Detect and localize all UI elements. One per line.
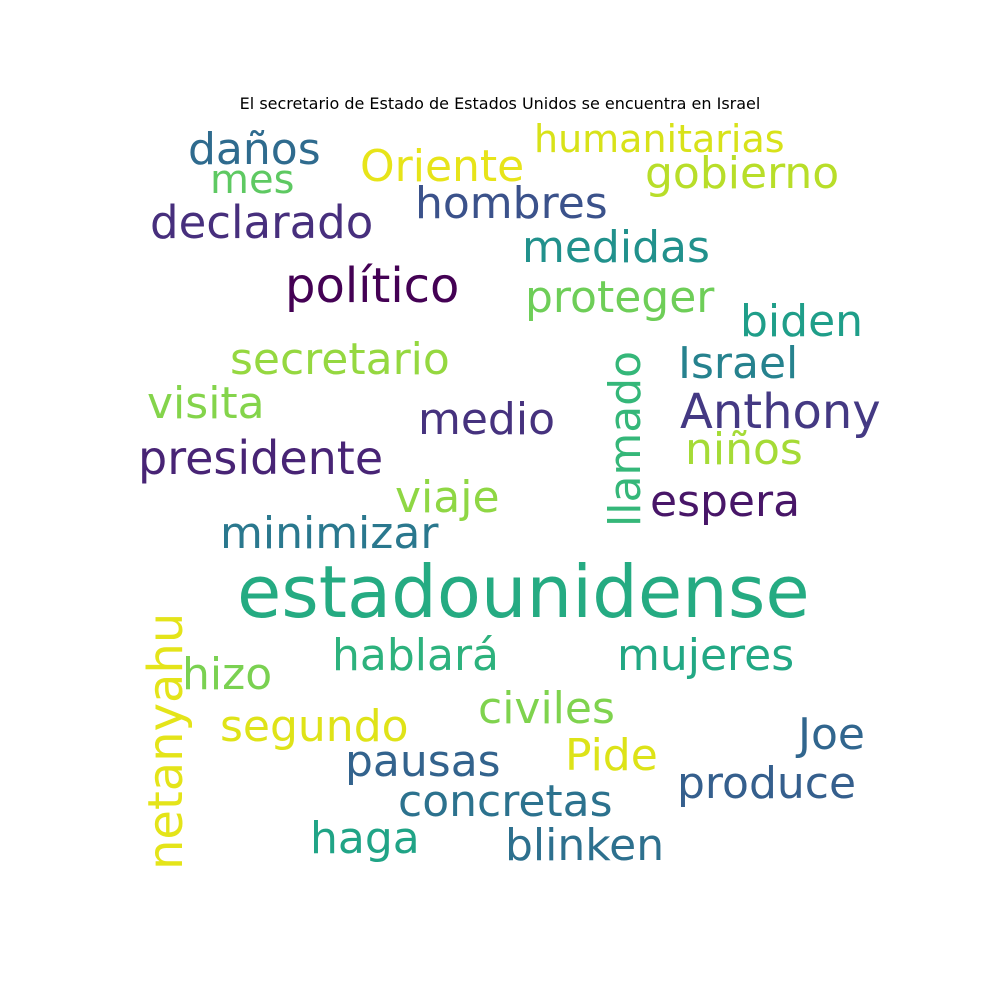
word-hablara: hablará (332, 630, 500, 681)
word-hombres: hombres (415, 178, 608, 229)
word-visita: visita (147, 378, 265, 429)
word-biden: biden (740, 296, 864, 347)
chart-title: El secretario de Estado de Estados Unido… (239, 94, 761, 113)
word-politico: político (285, 258, 460, 314)
word-proteger: proteger (525, 272, 715, 323)
word-mes: mes (210, 157, 295, 203)
word-declarado: declarado (150, 196, 374, 249)
word-medidas: medidas (522, 222, 710, 273)
word-oriente: Oriente (360, 141, 525, 192)
word-llamado: llamado (600, 350, 651, 527)
word-haga: haga (310, 813, 420, 864)
word-ninos: niños (685, 424, 803, 475)
word-danos: daños (188, 124, 321, 175)
word-viaje: viaje (395, 472, 500, 523)
word-secretario: secretario (230, 334, 450, 385)
word-pausas: pausas (345, 736, 501, 787)
word-mujeres: mujeres (617, 630, 795, 681)
word-israel: Israel (678, 338, 799, 389)
word-anthony: Anthony (680, 384, 881, 440)
word-medio: medio (418, 394, 556, 445)
word-joe: Joe (798, 709, 865, 760)
word-civiles: civiles (478, 683, 615, 734)
word-presidente: presidente (138, 431, 384, 485)
word-produce: produce (677, 758, 857, 809)
word-minimizar: minimizar (220, 508, 439, 559)
word-blinken: blinken (505, 820, 665, 871)
word-pide: Pide (565, 730, 658, 781)
word-hizo: hizo (182, 649, 273, 700)
word-espera: espera (650, 476, 801, 527)
word-segundo: segundo (220, 701, 409, 752)
word-concretas: concretas (398, 776, 613, 827)
word-estadounidense: estadounidense (237, 550, 810, 634)
word-gobierno: gobierno (645, 148, 840, 199)
word-humanitarias: humanitarias (534, 117, 785, 161)
